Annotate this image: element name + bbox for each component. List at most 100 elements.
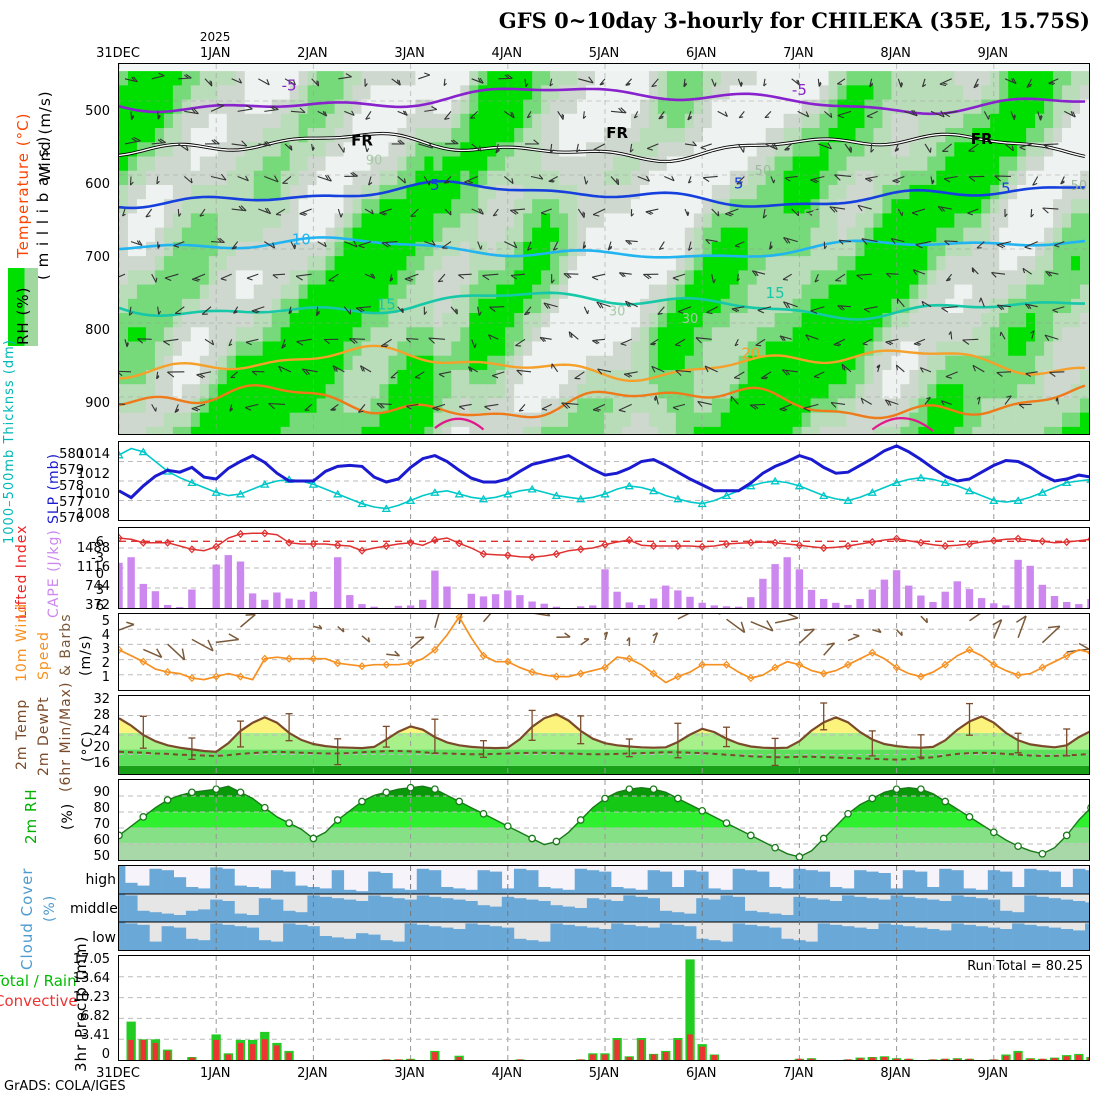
upper-legend-wind: Wind (m/s)	[36, 90, 54, 182]
ytick-precip: 6.82	[81, 1009, 110, 1024]
cloud-label: Cloud Cover	[18, 867, 36, 970]
upper-air-panel[interactable]: -5 -5 5 5 5 10 15 15 20 FR FR FR 90 30 30 50 50 50	[118, 63, 1090, 435]
lifted-index-cape-panel[interactable]	[118, 527, 1090, 609]
ytick-pressure: 700	[85, 250, 110, 265]
cloud-plot	[119, 866, 1089, 950]
upper-air-plot: -5 -5 5 5 5 10 15 15 20 FR FR FR 90 30 30 50 50 50	[119, 64, 1089, 434]
ytick-slp: 1008	[76, 507, 110, 522]
svg-text:30: 30	[609, 305, 626, 320]
date-label: 9JAN	[977, 46, 1009, 61]
ytick-thickness: 580	[59, 447, 84, 462]
rh-plot	[119, 780, 1089, 860]
cloud-row-label: high	[85, 872, 116, 888]
ytick-pressure: 900	[85, 396, 110, 411]
wind-label-10m: 10m Wind	[14, 602, 30, 682]
svg-text:90: 90	[366, 154, 383, 169]
upper-legend-rh: RH (%)	[14, 286, 32, 345]
temp-label-2m-temp: 2m Temp	[14, 698, 30, 770]
ytick-precip: 0	[101, 1047, 110, 1062]
ytick-cape: 1116	[76, 560, 110, 575]
ytick-precip: 3.41	[81, 1028, 110, 1043]
svg-text:50: 50	[1071, 179, 1088, 194]
date-label: 5JAN	[588, 46, 620, 61]
ytick-precip: 17.05	[72, 952, 110, 967]
svg-text:15: 15	[377, 296, 396, 314]
date-label: 9JAN	[977, 1066, 1009, 1081]
cloud-units: (%)	[42, 894, 58, 922]
date-label: 1JAN	[199, 1066, 231, 1081]
date-label: 8JAN	[880, 46, 911, 61]
svg-text:30: 30	[682, 312, 699, 327]
precip-run-total: Run Total = 80.25	[967, 959, 1083, 974]
date-label: 4JAN	[491, 1066, 523, 1081]
ytick-temp: 20	[93, 740, 110, 755]
date-label: 31DEC	[96, 1066, 140, 1081]
wind-label-barbs: & Barbs	[58, 613, 74, 677]
svg-text:5: 5	[430, 176, 440, 194]
cloud-row-label: middle	[70, 901, 118, 917]
slp-thickness-plot	[119, 442, 1089, 520]
svg-text:10: 10	[292, 231, 311, 249]
upper-legend-temperature: Temperature (°C)	[14, 112, 32, 258]
ytick-wind: 5	[101, 614, 110, 629]
year-label: 2025	[199, 30, 231, 44]
temp-label-2m-dewpt: 2m DewPt	[36, 696, 52, 776]
wind-label-speed: Speed	[36, 631, 52, 680]
ytick-wind: 2	[101, 656, 110, 671]
ytick-temp: 28	[93, 708, 110, 723]
ytick-cape: 372	[85, 598, 110, 613]
ytick-slp: 1014	[76, 447, 110, 462]
precip-plot	[119, 956, 1089, 1060]
date-label: 4JAN	[491, 46, 523, 61]
ytick-pressure: 800	[85, 323, 110, 338]
ytick-temp: 32	[93, 692, 110, 707]
wind-panel[interactable]	[118, 613, 1090, 691]
page-title: GFS 0~10day 3-hourly for CHILEKA (35E, 1…	[498, 8, 1090, 33]
ytick-precip: 10.23	[72, 990, 110, 1005]
svg-text:15: 15	[766, 284, 785, 302]
cloud-panel[interactable]	[118, 865, 1090, 951]
ytick-rh: 50	[93, 849, 110, 864]
date-label: 31DEC	[96, 46, 140, 61]
date-label: 7JAN	[783, 1066, 814, 1081]
svg-text:5: 5	[734, 174, 744, 192]
date-label: 2JAN	[297, 46, 328, 61]
date-label: 6JAN	[685, 46, 717, 61]
date-label: 2JAN	[297, 1066, 328, 1081]
ytick-rh: 70	[93, 817, 110, 832]
temperature-panel[interactable]	[118, 695, 1090, 775]
precip-label-total: Total / Rain	[0, 972, 77, 990]
ytick-rh: 60	[93, 833, 110, 848]
rh-label: 2m RH	[22, 788, 40, 844]
ytick-slp: 1012	[76, 467, 110, 482]
date-label: 7JAN	[783, 46, 814, 61]
upper-legend-rh-swatch	[8, 268, 38, 346]
ytick-cape: 1488	[76, 541, 110, 556]
wind-plot	[119, 614, 1089, 690]
ytick-rh: 90	[93, 785, 110, 800]
ytick-thickness: 576	[59, 511, 84, 526]
ytick-slp: 1010	[76, 487, 110, 502]
ytick-lifted-index: 6	[95, 599, 104, 614]
rh-panel[interactable]	[118, 779, 1090, 861]
date-label: 6JAN	[685, 1066, 717, 1081]
ytick-precip: 13.64	[72, 971, 110, 986]
svg-text:50: 50	[803, 208, 820, 223]
ytick-lifted-index: -6	[91, 535, 104, 550]
temp-label-minmax: (6hr Min/Max)	[58, 681, 74, 792]
ytick-wind: 4	[101, 628, 110, 643]
slp-thickness-panel[interactable]	[118, 441, 1090, 521]
ytick-rh: 80	[93, 801, 110, 816]
date-label: 3JAN	[394, 1066, 425, 1081]
top-date-axis: 31DEC 1JAN 2025 2JAN 3JAN 4JAN 5JAN 6JAN 7JAN 8JA…	[0, 30, 1100, 62]
ytick-lifted-index: -3	[91, 551, 104, 566]
date-label: 8JAN	[880, 1066, 911, 1081]
precip-panel[interactable]: Run Total = 80.25	[118, 955, 1090, 1061]
rh-units: (%)	[60, 802, 76, 830]
ytick-temp: 16	[93, 756, 110, 771]
ytick-thickness: 577	[59, 495, 84, 510]
date-label: 3JAN	[394, 46, 425, 61]
svg-text:FR: FR	[606, 124, 628, 142]
temperature-plot	[119, 696, 1089, 774]
ytick-pressure: 500	[85, 104, 110, 119]
